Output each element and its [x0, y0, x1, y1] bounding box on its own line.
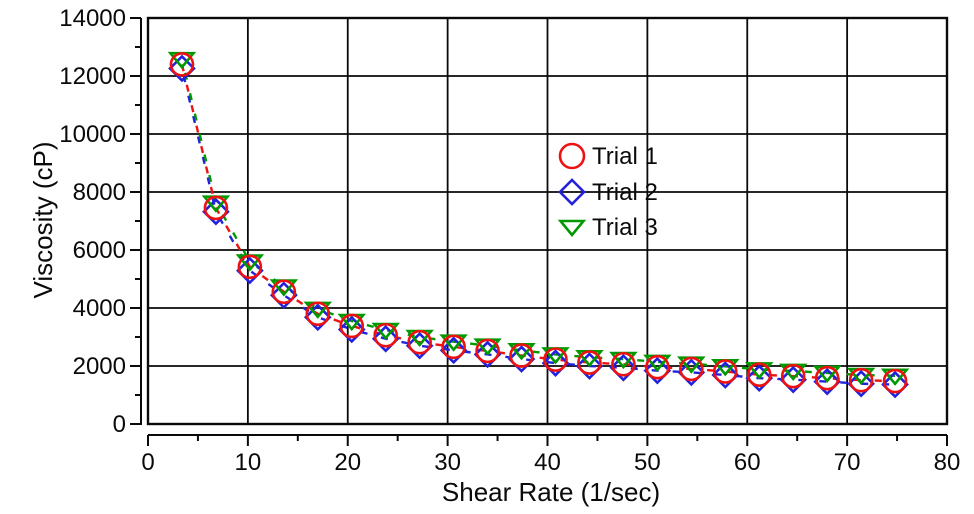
marker-diamond — [473, 340, 502, 369]
x-tick-label: 60 — [734, 449, 761, 476]
x-tick-label: 40 — [534, 449, 561, 476]
marker-diamond — [371, 324, 400, 353]
y-tick-label: 6000 — [73, 237, 126, 264]
marker-circle — [373, 322, 399, 348]
plot-frame — [146, 16, 949, 426]
marker-diamond — [745, 364, 774, 393]
marker-circle — [679, 356, 704, 382]
x-tick-label: 70 — [834, 449, 861, 476]
legend-marker-circle-icon — [558, 142, 586, 170]
y-tick-label: 4000 — [73, 295, 126, 322]
marker-diamond — [405, 331, 434, 360]
series-line-2 — [180, 68, 896, 386]
y-axis-title: Viscosity (cP) — [28, 142, 58, 299]
x-tick-label: 30 — [434, 449, 461, 476]
marker-circle — [814, 365, 840, 391]
frame — [146, 16, 949, 426]
marker-circle — [577, 350, 602, 375]
marker-circle — [271, 279, 297, 305]
y-tick-label: 12000 — [59, 63, 126, 90]
marker-circle — [407, 329, 432, 355]
y-tick-label: 8000 — [73, 179, 126, 206]
gridlines — [148, 18, 947, 424]
y-tick-label: 2000 — [73, 353, 126, 380]
marker-circle — [882, 368, 908, 394]
legend-label-trial-3: Trial 3 — [592, 214, 658, 241]
marker-diamond — [303, 303, 332, 332]
x-axis-title: Shear Rate (1/sec) — [442, 477, 660, 507]
axes-and-ticks: 0 2000 4000 6000 8000 10000 12000 14000 0 10 20 30 4… — [59, 5, 960, 476]
data-series-lines — [180, 58, 896, 386]
marker-diamond — [507, 345, 536, 373]
marker-circle — [509, 343, 534, 368]
y-tick-label: 10000 — [59, 121, 126, 148]
legend-marker-triangle-down-icon — [557, 219, 587, 238]
marker-circle — [203, 195, 229, 221]
marker-circle — [848, 367, 874, 393]
x-tick-label: 0 — [141, 449, 154, 476]
x-tick-label: 80 — [934, 449, 961, 476]
marker-diamond — [779, 365, 808, 394]
legend-label-trial-2: Trial 2 — [592, 179, 658, 206]
legend-marker-diamond-icon — [558, 178, 586, 206]
marker-circle — [543, 347, 568, 372]
x-tick-label: 50 — [634, 449, 661, 476]
marker-diamond — [711, 361, 740, 389]
marker-diamond — [881, 370, 909, 399]
marker-circle — [237, 254, 263, 280]
marker-circle — [746, 362, 772, 388]
marker-circle — [339, 313, 365, 339]
marker-diamond — [541, 349, 570, 377]
series-markers-1 — [169, 52, 908, 394]
marker-diamond — [269, 281, 298, 310]
marker-diamond — [813, 367, 841, 396]
y-tick-label: 14000 — [59, 5, 126, 32]
marker-diamond — [236, 256, 264, 285]
marker-diamond — [202, 197, 230, 226]
legend: Trial 1 Trial 2 Trial 3 — [557, 142, 658, 241]
marker-circle — [305, 301, 331, 327]
marker-circle — [645, 354, 670, 380]
series-markers-3 — [167, 51, 910, 386]
marker-diamond — [609, 353, 638, 382]
legend-label-trial-1: Trial 1 — [592, 143, 658, 170]
marker-diamond — [677, 358, 706, 387]
marker-diamond — [337, 315, 366, 344]
series-line-3 — [180, 58, 896, 378]
marker-circle — [441, 334, 466, 360]
y-tick-label: 0 — [113, 411, 126, 438]
marker-circle — [475, 338, 500, 364]
marker-circle — [712, 359, 738, 384]
marker-diamond — [439, 336, 468, 365]
marker-diamond — [575, 352, 604, 380]
x-tick-label: 10 — [235, 449, 262, 476]
data-series-markers — [167, 51, 910, 399]
marker-circle — [169, 52, 195, 77]
series-markers-2 — [168, 54, 909, 399]
marker-diamond — [847, 369, 875, 398]
series-line-1 — [180, 64, 896, 383]
marker-diamond — [168, 54, 196, 83]
marker-circle — [780, 363, 806, 389]
marker-diamond — [643, 356, 672, 385]
x-tick-label: 20 — [334, 449, 361, 476]
marker-circle — [611, 351, 636, 377]
